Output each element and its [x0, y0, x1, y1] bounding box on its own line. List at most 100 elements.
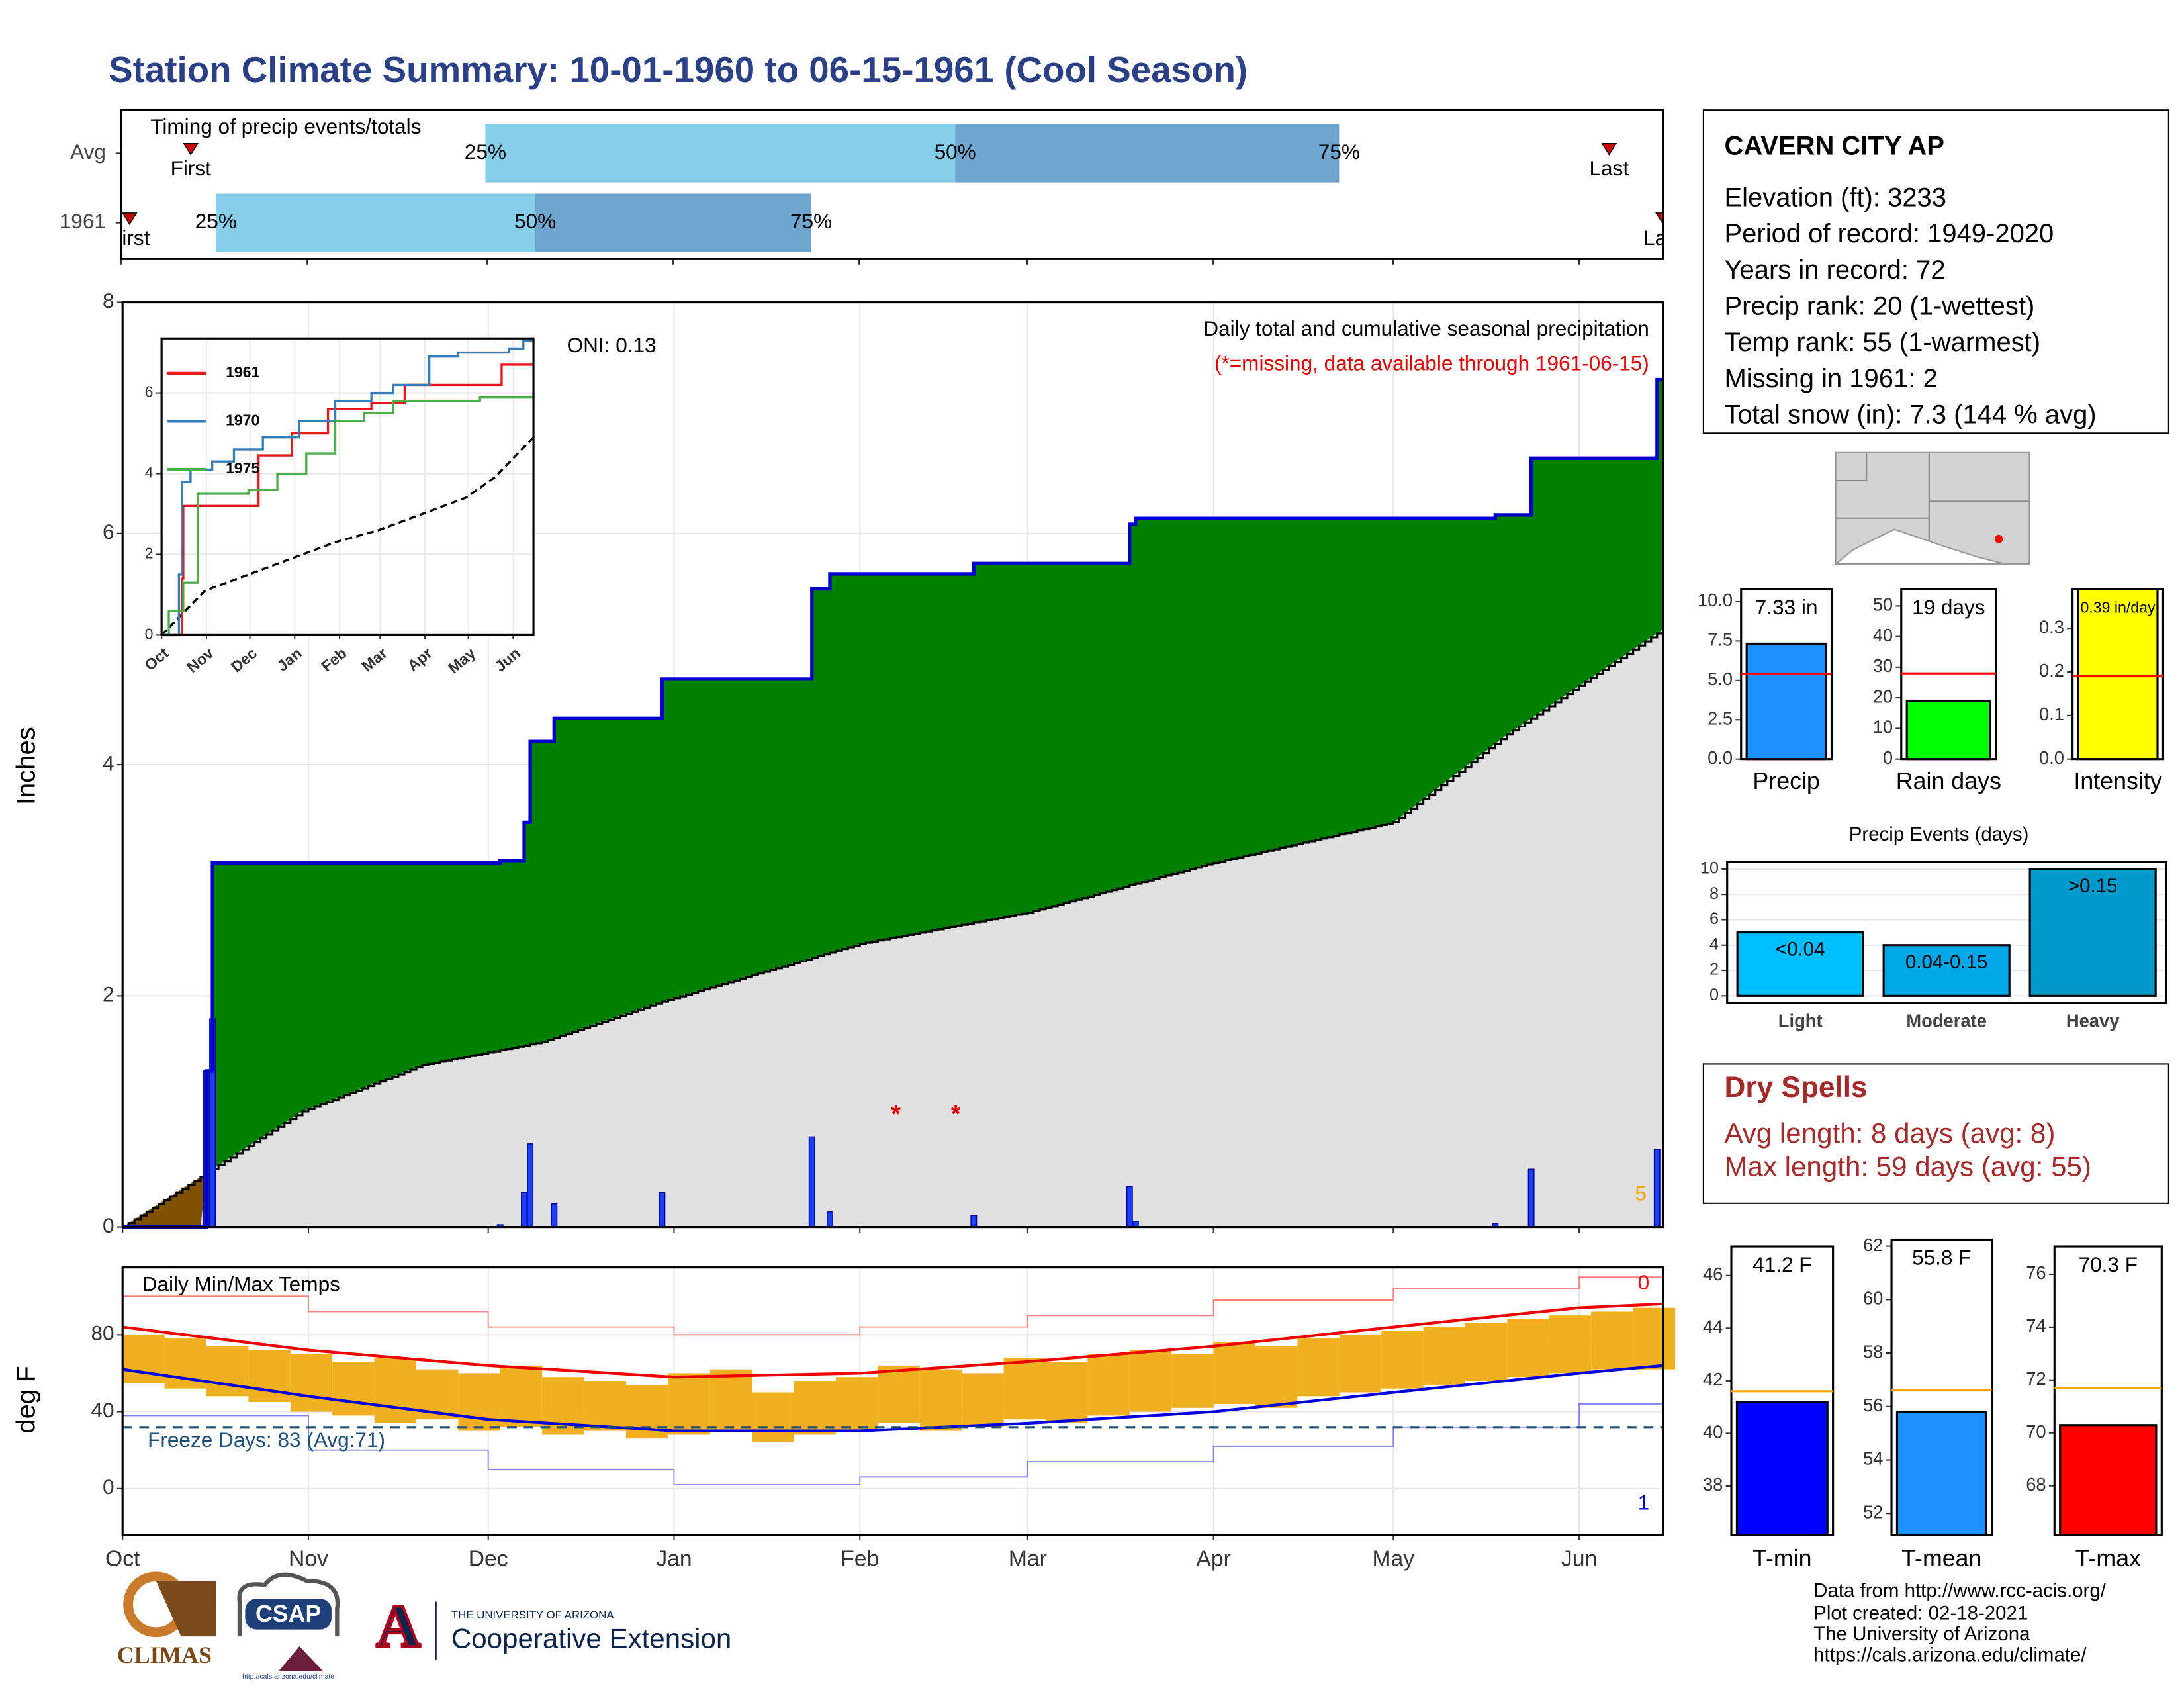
timing-bar-high	[955, 124, 1340, 183]
normal-line	[122, 1302, 1663, 1379]
daily-bar	[970, 1215, 978, 1228]
daily-bar	[521, 1192, 527, 1228]
legend-label: 1975	[226, 459, 260, 477]
temp-range-bar	[836, 1377, 878, 1431]
timing-rows: 25% 50% 75% First Last 25% 50% 75% First Last	[109, 124, 1663, 252]
y-tick-label: 5.0	[1707, 669, 1733, 689]
y-tick-label: 6	[145, 383, 154, 400]
temp-range-bar	[1591, 1311, 1633, 1370]
panel-title: Timing of precip events/totals	[150, 115, 421, 138]
daily-bar	[551, 1203, 558, 1228]
mini-bar	[2059, 1424, 2158, 1536]
temp-range-bar	[962, 1373, 1004, 1427]
y-tick-label: 2	[103, 982, 114, 1006]
average-line	[160, 436, 535, 636]
y-tick-label: 0	[103, 1213, 114, 1237]
temp-range-bar	[374, 1358, 417, 1424]
temp-range-bar	[919, 1369, 962, 1431]
x-tick-label: Jan	[656, 1546, 692, 1571]
y-tick-label: 30	[1873, 655, 1893, 676]
panel-frame	[1726, 861, 2167, 1004]
temp-range-bar	[1255, 1346, 1298, 1408]
temp-range-bar	[1297, 1338, 1340, 1397]
panel-frame	[121, 301, 1664, 1229]
y-axis-label: Inches	[12, 727, 41, 805]
marker-label: First	[171, 156, 212, 180]
y-tick-label: 56	[1863, 1395, 1883, 1415]
marker-label: First	[109, 226, 150, 250]
mini-bar	[2077, 588, 2159, 761]
mini-bar	[1895, 1411, 1987, 1536]
y-tick-label: 46	[1703, 1264, 1723, 1284]
temp-range-bar	[1003, 1358, 1046, 1420]
y-tick-label: 0.0	[2039, 747, 2064, 768]
event-bar	[1736, 931, 1864, 997]
x-tick-label: Moderate	[1906, 1011, 1987, 1031]
timing-marker	[183, 142, 199, 156]
average-area	[122, 629, 1663, 1227]
y-tick-label: 74	[2026, 1315, 2046, 1336]
extension-name: Cooperative Extension	[451, 1623, 731, 1654]
cumulative-line	[122, 377, 1663, 1229]
y-tick-label: 2	[145, 545, 154, 562]
y-tick-label: 20	[1873, 686, 1893, 706]
climas-emblem	[156, 1580, 216, 1637]
count-label: 5	[1635, 1182, 1647, 1205]
temp-range-bar	[500, 1365, 543, 1427]
class-label: <0.04	[1776, 939, 1825, 961]
locator-map	[1833, 451, 2030, 565]
station-box	[1702, 109, 2169, 434]
climas-logo: CLIMAS	[117, 1642, 212, 1668]
dry-spells-title: Dry Spells	[1724, 1071, 1867, 1103]
temp-range-bar	[1129, 1350, 1172, 1412]
mini-bar	[1735, 1401, 1829, 1536]
panel-frame	[121, 1266, 1664, 1536]
panel-frame	[160, 337, 535, 636]
timing-marker	[1601, 142, 1617, 156]
ua-logo: A	[376, 1593, 420, 1660]
temp-range-bar	[290, 1354, 333, 1412]
value-label: 0.39 in/day	[2080, 599, 2156, 616]
panel-subtitle: (*=missing, data available through 1961-…	[1214, 352, 1649, 375]
x-tick-label: Feb	[841, 1546, 879, 1571]
station-dot	[1994, 534, 2003, 543]
y-tick-label: 42	[1703, 1369, 1723, 1389]
mini-bar	[1745, 642, 1827, 761]
y-tick-label: 2.5	[1707, 708, 1733, 728]
y-tick-label: 4	[103, 751, 114, 774]
temp-range-bar	[1465, 1323, 1508, 1382]
station-line: Precip rank: 20 (1-wettest)	[1724, 292, 2034, 321]
y-tick-label: 4	[1709, 935, 1719, 953]
temp-range-bar	[1171, 1354, 1214, 1408]
temp-range-bar	[752, 1392, 794, 1443]
value-label: 41.2 F	[1752, 1252, 1811, 1276]
temp-range-bar	[1423, 1327, 1465, 1385]
map-borders	[1835, 452, 2030, 555]
station-name: CAVERN CITY AP	[1724, 132, 1944, 161]
temp-range-bar	[248, 1350, 291, 1403]
y-tick-label: 0	[145, 626, 154, 643]
map-mexico	[1833, 528, 2006, 565]
category-label: Intensity	[2073, 768, 2161, 794]
daily-bar	[1126, 1186, 1133, 1228]
daily-bar	[1653, 1149, 1661, 1228]
record-line	[122, 1273, 1664, 1336]
temp-range-bar	[878, 1365, 920, 1424]
page-title: Station Climate Summary: 10-01-1960 to 0…	[109, 49, 1248, 90]
ua-name: THE UNIVERSITY OF ARIZONA	[451, 1609, 614, 1621]
y-tick-label: 7.5	[1707, 630, 1733, 650]
value-label: 55.8 F	[1912, 1245, 1971, 1269]
footer-line: Plot created: 02-18-2021	[1813, 1602, 2028, 1624]
temp-range-bar	[1045, 1362, 1088, 1424]
x-tick-label: Dec	[469, 1546, 508, 1571]
quantile-label: 75%	[790, 209, 832, 233]
timing-marker	[1655, 212, 1663, 226]
value-label: 19 days	[1912, 595, 1985, 619]
station-line: Elevation (ft): 3233	[1724, 183, 1946, 212]
x-tick-label: Oct	[105, 1546, 140, 1571]
panel-title: Daily total and cumulative seasonal prec…	[1203, 316, 1649, 340]
y-tick-label: 2	[1709, 961, 1719, 979]
panel-title: Daily Min/Max Temps	[142, 1272, 340, 1295]
timing-bar-high	[535, 193, 811, 252]
freeze-annotation: Freeze Days: 83 (Avg:71)	[148, 1428, 385, 1452]
